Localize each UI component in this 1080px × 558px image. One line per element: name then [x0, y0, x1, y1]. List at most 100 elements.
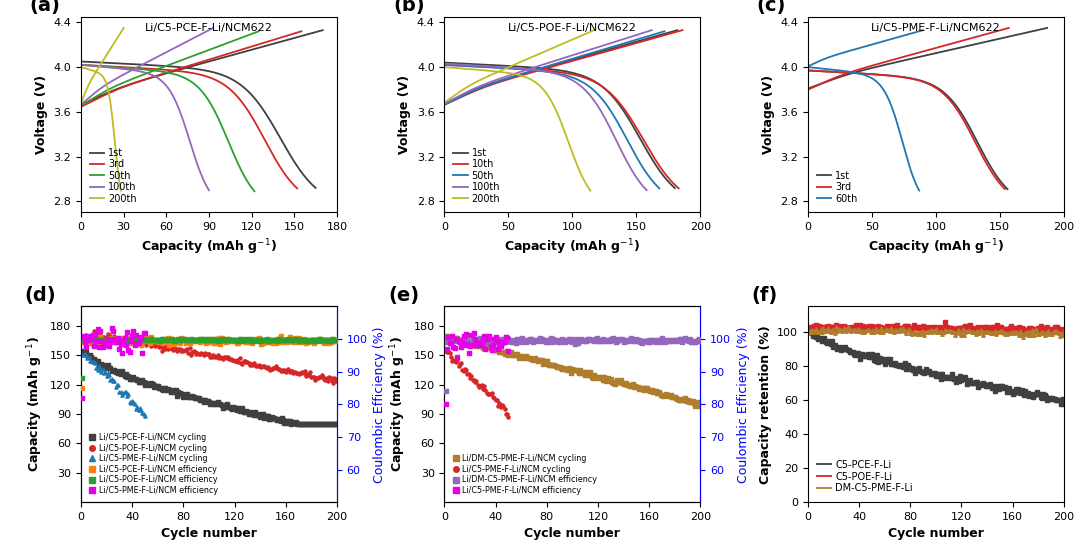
Point [120, 390, 137, 399]
Point [579, 334, 596, 343]
DM-C5-PME-F-Li [851, 326, 864, 333]
Point [98, 364, 116, 373]
Point [171, 336, 188, 345]
Point [461, 340, 478, 349]
Point [80, 352, 97, 360]
Point [282, 335, 299, 344]
Point [584, 373, 602, 382]
Point [188, 349, 205, 358]
Point [167, 344, 185, 353]
Point [122, 336, 139, 345]
Point [327, 336, 345, 345]
Point [268, 336, 285, 345]
Point [610, 378, 627, 387]
Point [464, 340, 482, 349]
Point [267, 339, 284, 348]
Point [459, 338, 476, 347]
100th [75, 61, 87, 68]
Point [316, 335, 334, 344]
Point [453, 336, 470, 345]
Point [492, 341, 510, 350]
Line: 100th: 100th [81, 65, 208, 190]
Point [597, 335, 615, 344]
Y-axis label: Capacity (mAh g$^{-1}$): Capacity (mAh g$^{-1}$) [25, 336, 44, 472]
C5-PCE-F-Li [851, 349, 864, 356]
Point [180, 335, 198, 344]
Point [219, 402, 237, 411]
Point [186, 348, 203, 357]
Point [483, 345, 500, 354]
Point [673, 335, 690, 344]
Point [676, 394, 693, 403]
1st [309, 185, 322, 191]
100th [605, 127, 618, 134]
Point [162, 334, 179, 343]
C5-POE-F-Li [870, 323, 883, 330]
Line: 1st: 1st [81, 61, 315, 188]
Point [230, 403, 247, 412]
Point [319, 374, 336, 383]
Line: DM-C5-PME-F-Li: DM-C5-PME-F-Li [809, 327, 1064, 336]
Point [451, 359, 469, 368]
Point [495, 347, 512, 356]
Point [328, 420, 346, 429]
Point [577, 336, 594, 345]
Point [218, 353, 235, 362]
Point [503, 336, 521, 345]
Point [107, 368, 124, 377]
Point [141, 338, 159, 347]
Point [632, 383, 649, 392]
Point [220, 335, 238, 344]
Point [199, 335, 216, 344]
Point [323, 420, 340, 429]
Point [566, 366, 583, 375]
Point [440, 332, 457, 341]
Point [450, 336, 468, 345]
Point [640, 386, 658, 395]
Point [576, 368, 593, 377]
X-axis label: Cycle number: Cycle number [525, 527, 620, 541]
Point [93, 336, 110, 345]
3rd [146, 65, 159, 72]
Point [485, 344, 502, 353]
Point [301, 336, 319, 345]
Point [589, 334, 606, 343]
Point [288, 337, 306, 346]
Point [98, 336, 116, 345]
Point [123, 397, 140, 406]
Point [154, 386, 172, 395]
Point [315, 420, 333, 429]
Point [85, 358, 103, 367]
Point [106, 332, 123, 341]
Point [469, 380, 486, 389]
Point [266, 363, 283, 372]
Point [78, 334, 95, 343]
Point [594, 376, 611, 384]
Point [119, 339, 136, 348]
Point [123, 373, 140, 382]
Point [260, 336, 278, 345]
200th [438, 64, 451, 70]
200th [87, 68, 100, 74]
Point [522, 335, 539, 344]
Point [78, 351, 95, 360]
Point [265, 413, 282, 422]
Point [244, 336, 261, 345]
Point [665, 392, 683, 401]
Point [669, 336, 686, 345]
Point [98, 371, 116, 380]
Point [153, 347, 171, 355]
Point [144, 336, 161, 345]
Point [285, 338, 302, 347]
Point [244, 360, 261, 369]
Point [513, 352, 530, 360]
Point [488, 396, 505, 405]
Point [78, 342, 95, 351]
Point [95, 335, 112, 344]
Point [255, 337, 272, 346]
Point [81, 338, 98, 347]
Point [213, 354, 230, 363]
Point [80, 333, 97, 342]
Point [240, 336, 257, 345]
Point [157, 336, 174, 345]
